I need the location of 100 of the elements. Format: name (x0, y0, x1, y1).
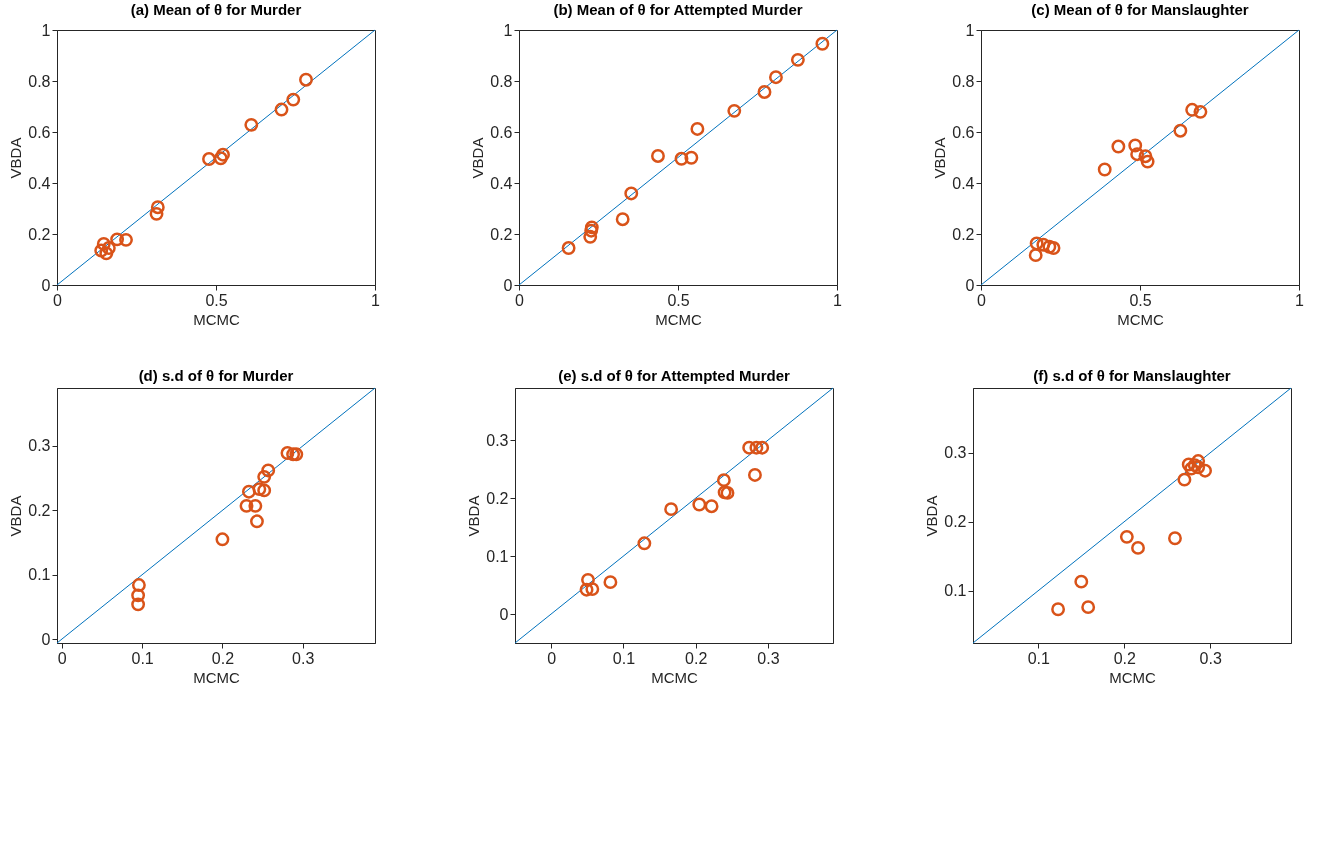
point (257, 483, 272, 498)
point (149, 206, 164, 221)
point (1111, 139, 1126, 154)
y-tick-label: 0.2 (952, 225, 975, 243)
x-tick-label: 0.5 (667, 291, 690, 309)
point (131, 578, 146, 592)
point (716, 473, 731, 488)
point (250, 514, 264, 529)
point (815, 36, 830, 51)
point (583, 229, 598, 244)
y-tick-label: 0.8 (490, 72, 513, 90)
y-tick-label: 0.8 (952, 72, 975, 90)
y-tick-label: 0.2 (490, 225, 513, 243)
point (1138, 149, 1153, 164)
point (603, 575, 618, 590)
point (1130, 147, 1145, 162)
point (239, 498, 254, 513)
x-tick-label: 0 (547, 649, 557, 667)
y-tick-label: 0.6 (28, 123, 51, 141)
point (1097, 162, 1112, 177)
point (1181, 457, 1196, 472)
y-axis-title: VBDA (7, 495, 25, 537)
y-axis-title: VBDA (469, 137, 487, 179)
x-tick-label: 1 (371, 291, 381, 309)
point (1168, 531, 1182, 546)
point (1193, 104, 1208, 119)
point (1051, 602, 1066, 617)
x-tick-label: 0.1 (612, 649, 636, 667)
point (1185, 102, 1200, 117)
point (1140, 154, 1155, 169)
x-tick-label: 0.5 (1129, 291, 1152, 309)
point (1046, 241, 1061, 255)
point (257, 469, 272, 484)
point (94, 243, 109, 258)
point (651, 149, 665, 163)
point (202, 152, 216, 166)
point (768, 70, 783, 85)
point (704, 499, 719, 514)
x-tick-label: 0.5 (205, 291, 228, 309)
point (727, 103, 742, 118)
x-axis-title: MCMC (655, 310, 702, 328)
point (1128, 138, 1143, 153)
point (215, 532, 230, 547)
point (213, 151, 228, 166)
point (248, 498, 263, 513)
x-tick-label: 0 (57, 649, 67, 667)
point (790, 52, 805, 67)
x-axis-title: MCMC (193, 310, 240, 328)
x-tick-label: 0.3 (757, 649, 780, 667)
y-tick-label: 1 (503, 21, 513, 39)
x-tick-label: 0.3 (292, 649, 315, 667)
y-tick-label: 0 (41, 276, 51, 294)
y-tick-label: 0.1 (944, 582, 967, 600)
point (1198, 463, 1213, 478)
point (131, 597, 146, 612)
point (674, 151, 689, 166)
point (1074, 574, 1089, 589)
x-axis-title: MCMC (193, 668, 240, 686)
point (1177, 472, 1192, 487)
x-tick-label: 1 (833, 291, 843, 309)
y-tick-label: 0.6 (952, 123, 975, 141)
chart-title: (f) s.d of θ for Manslaughter (1033, 366, 1231, 384)
point (274, 102, 289, 117)
x-tick-label: 0.1 (1027, 649, 1051, 667)
y-tick-label: 0.1 (486, 547, 509, 565)
y-axis-title: VBDA (931, 137, 949, 179)
y-tick-label: 0.2 (944, 513, 967, 531)
x-tick-label: 0.2 (685, 649, 708, 667)
point (664, 502, 679, 517)
y-axis-title: VBDA (465, 495, 483, 537)
point (110, 232, 125, 247)
y-axis-title: VBDA (7, 137, 25, 179)
x-tick-label: 1 (1295, 291, 1305, 309)
point (747, 467, 762, 482)
point (581, 572, 595, 587)
y-tick-label: 0 (965, 276, 975, 294)
y-tick-label: 0 (499, 605, 509, 623)
y-tick-label: 1 (41, 21, 51, 39)
point (216, 147, 230, 162)
y-tick-label: 0.6 (490, 123, 513, 141)
x-axis-title: MCMC (1109, 668, 1156, 686)
y-tick-label: 0.3 (944, 444, 967, 462)
point (1173, 123, 1188, 138)
x-tick-label: 0.2 (211, 649, 235, 667)
point (1028, 248, 1043, 263)
point (1131, 540, 1145, 555)
y-tick-label: 0.2 (28, 501, 51, 519)
point (131, 588, 146, 603)
chart-title: (d) s.d of θ for Murder (138, 366, 294, 384)
x-tick-label: 0 (515, 291, 525, 309)
point (286, 92, 301, 107)
point (684, 150, 699, 165)
point (241, 484, 256, 499)
x-tick-label: 0.1 (131, 649, 154, 667)
point (280, 446, 295, 460)
y-tick-label: 0.2 (486, 489, 509, 507)
point (615, 212, 630, 227)
point (749, 440, 764, 455)
point (252, 482, 267, 497)
y-axis-title: VBDA (923, 495, 941, 537)
